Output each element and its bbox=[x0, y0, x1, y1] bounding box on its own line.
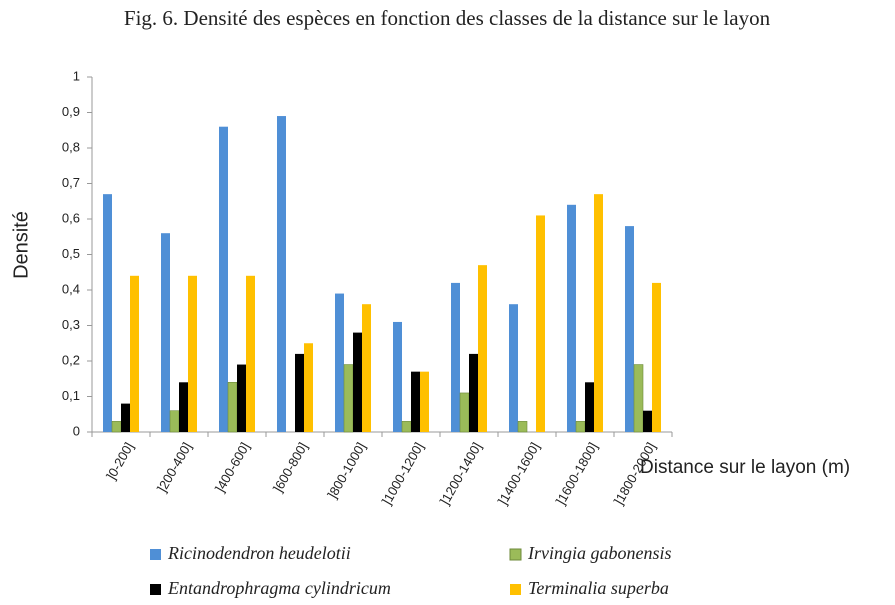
bar bbox=[451, 282, 460, 432]
y-tick-label: 0,8 bbox=[62, 139, 80, 154]
bar bbox=[111, 421, 122, 433]
bar bbox=[188, 275, 197, 432]
bar bbox=[585, 382, 594, 432]
x-tick-label: ]400-600] bbox=[212, 440, 252, 495]
bar bbox=[246, 275, 255, 432]
bar bbox=[401, 421, 412, 433]
x-tick-label: ]0-200] bbox=[103, 440, 136, 483]
bar bbox=[652, 282, 661, 432]
bar bbox=[633, 364, 644, 433]
bar bbox=[237, 364, 246, 432]
y-tick-label: 0,7 bbox=[62, 175, 80, 190]
legend-label: Irvingia gabonensis bbox=[527, 543, 672, 563]
y-tick-label: 0,5 bbox=[62, 246, 80, 261]
legend-swatch bbox=[510, 584, 521, 595]
bar bbox=[169, 410, 180, 433]
legend-swatch bbox=[150, 549, 161, 560]
bar bbox=[103, 194, 112, 432]
y-axis-label: Densité bbox=[10, 211, 32, 279]
y-tick-label: 1 bbox=[73, 68, 80, 83]
x-tick-label: ]1600-1800] bbox=[553, 440, 601, 508]
chart-title: Fig. 6. Densité des espèces en fonction … bbox=[124, 6, 771, 30]
legend-label: Entandrophragma cylindricum bbox=[167, 578, 391, 598]
bar bbox=[219, 126, 228, 432]
bar bbox=[575, 421, 586, 433]
bar bbox=[594, 194, 603, 432]
legend-label: Terminalia superba bbox=[528, 578, 669, 598]
bar bbox=[353, 332, 362, 432]
bar bbox=[478, 265, 487, 432]
y-tick-label: 0 bbox=[73, 423, 80, 438]
x-tick-label: ]800-1000] bbox=[324, 440, 368, 501]
y-tick-label: 0,6 bbox=[62, 210, 80, 225]
bar bbox=[567, 204, 576, 432]
bar bbox=[420, 371, 429, 432]
x-tick-label: ]1200-1400] bbox=[437, 440, 485, 508]
bar bbox=[643, 410, 652, 432]
bar bbox=[536, 215, 545, 432]
bar bbox=[469, 353, 478, 432]
x-tick-label: ]600-800] bbox=[270, 440, 310, 495]
legend-swatch bbox=[150, 584, 161, 595]
y-tick-label: 0,3 bbox=[62, 317, 80, 332]
bar bbox=[625, 226, 634, 432]
bar bbox=[130, 275, 139, 432]
bar bbox=[393, 321, 402, 432]
bar bbox=[161, 233, 170, 432]
bar bbox=[304, 343, 313, 432]
bar bbox=[509, 304, 518, 432]
bar bbox=[362, 304, 371, 432]
bar bbox=[411, 371, 420, 432]
bar bbox=[121, 403, 130, 432]
bar bbox=[295, 353, 304, 432]
x-axis-label: Distance sur le layon (m) bbox=[640, 457, 850, 478]
y-tick-label: 0,1 bbox=[62, 388, 80, 403]
x-tick-label: ]1400-1600] bbox=[495, 440, 543, 508]
x-tick-label: ]200-400] bbox=[154, 440, 194, 495]
bar bbox=[227, 381, 238, 433]
y-tick-label: 0,9 bbox=[62, 104, 80, 119]
bar bbox=[277, 116, 286, 433]
bar bbox=[459, 392, 470, 433]
x-tick-label: ]1000-1200] bbox=[379, 440, 427, 508]
bar bbox=[179, 382, 188, 432]
y-tick-label: 0,2 bbox=[62, 352, 80, 367]
legend-label: Ricinodendron heudelotii bbox=[167, 543, 351, 563]
bar bbox=[335, 293, 344, 432]
bar bbox=[517, 421, 528, 433]
legend-swatch bbox=[509, 548, 522, 561]
y-tick-label: 0,4 bbox=[62, 281, 80, 296]
bar bbox=[343, 364, 354, 433]
